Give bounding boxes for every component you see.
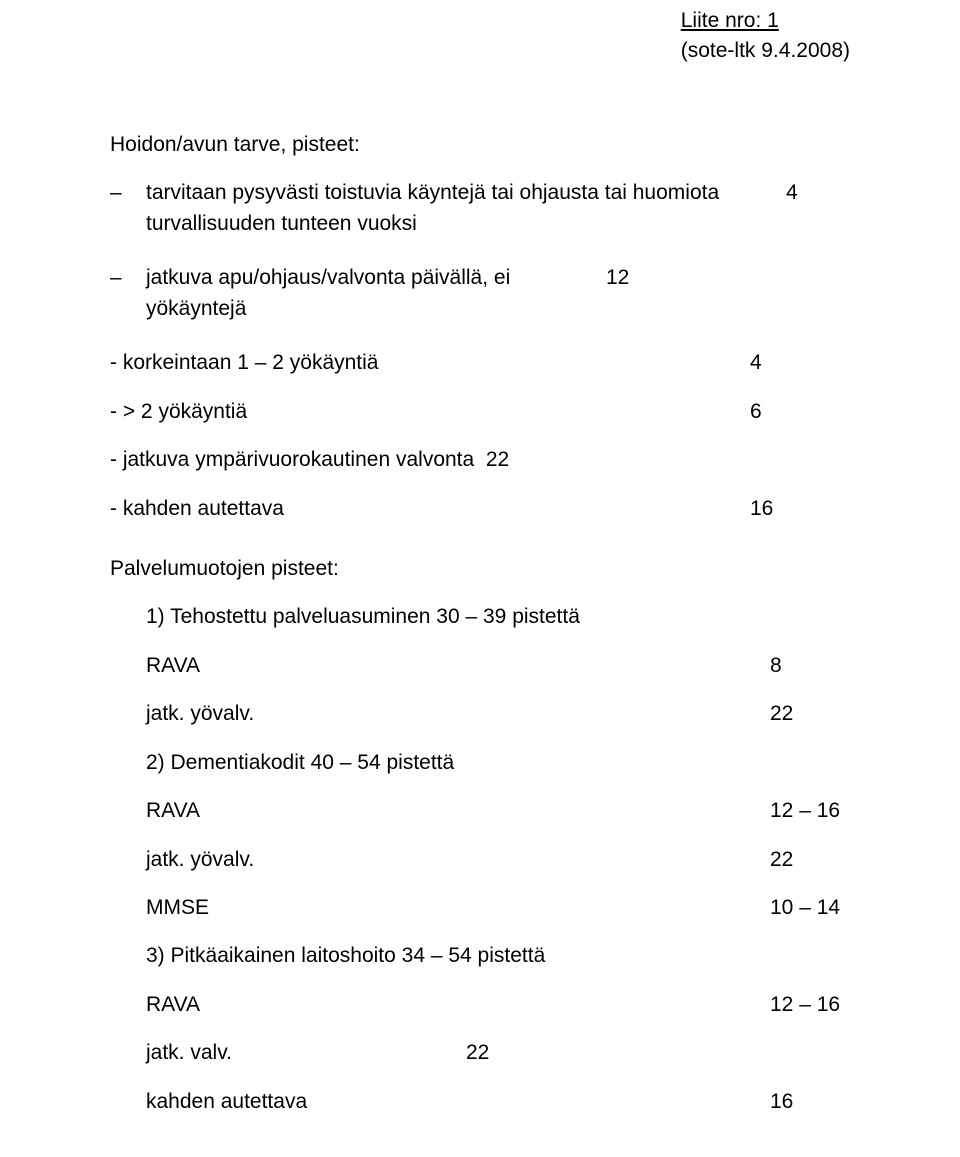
enum3-jatk-value-inline: 22: [466, 1038, 489, 1068]
enum1-rava: RAVA 8: [146, 651, 850, 681]
enum1-jatk: jatk. yövalv. 22: [146, 699, 850, 729]
enum2-rava-value: 12 – 16: [750, 796, 850, 826]
enum2-label: 2) Dementiakodit 40 – 54 pistettä: [146, 748, 850, 778]
enum3-label: 3) Pitkäaikainen laitoshoito 34 – 54 pis…: [146, 941, 850, 971]
header-reference: (sote-ltk 9.4.2008): [681, 36, 850, 66]
sub-item-3: - jatkuva ympärivuorokautinen valvonta 2…: [110, 445, 850, 475]
dash-icon: –: [110, 263, 146, 293]
care-need-item-b: – jatkuva apu/ohjaus/valvonta päivällä, …: [110, 263, 850, 324]
section2-title: Palvelumuotojen pisteet:: [110, 554, 850, 584]
section1-title: Hoidon/avun tarve, pisteet:: [110, 130, 850, 160]
sub-item-2: - > 2 yökäyntiä 6: [110, 397, 850, 427]
item-b-value: 12: [586, 263, 686, 293]
sub3-value-inline: 22: [486, 448, 509, 471]
item-a-text: tarvitaan pysyvästi toistuvia käyntejä t…: [146, 178, 766, 239]
enum3-jatk-label: jatk. valv.: [146, 1038, 466, 1068]
care-need-item-a: – tarvitaan pysyvästi toistuvia käyntejä…: [110, 178, 850, 239]
sub1-label: - korkeintaan 1 – 2 yökäyntiä: [110, 348, 730, 378]
enum3-kahden-value: 16: [750, 1087, 850, 1117]
enum2-jatk-value: 22: [750, 845, 850, 875]
sub-items: - korkeintaan 1 – 2 yökäyntiä 4 - > 2 yö…: [110, 348, 850, 524]
sub2-label: - > 2 yökäyntiä: [110, 397, 730, 427]
sub-item-4: - kahden autettava 16: [110, 494, 850, 524]
enum2-mmse-label: MMSE: [146, 893, 666, 923]
sub2-value: 6: [730, 397, 850, 427]
attachment-number: Liite nro: 1: [681, 6, 850, 36]
sub4-value: 16: [730, 494, 850, 524]
document-page: Liite nro: 1 (sote-ltk 9.4.2008) Hoidon/…: [0, 0, 960, 1157]
sub3-label: - jatkuva ympärivuorokautinen valvonta 2…: [110, 445, 509, 475]
enum3-rava: RAVA 12 – 16: [146, 990, 850, 1020]
enum3-kahden-label: kahden autettava: [146, 1087, 666, 1117]
item-b-text: jatkuva apu/ohjaus/valvonta päivällä, ei…: [146, 263, 566, 324]
sub1-value: 4: [730, 348, 850, 378]
enum1-label: 1) Tehostettu palveluasuminen 30 – 39 pi…: [146, 602, 850, 632]
enum1-rava-label: RAVA: [146, 651, 666, 681]
enum1-jatk-value: 22: [750, 699, 850, 729]
dash-icon: –: [110, 178, 146, 208]
item-a-value: 4: [766, 178, 906, 208]
enum2-jatk-label: jatk. yövalv.: [146, 845, 666, 875]
enum1-jatk-label: jatk. yövalv.: [146, 699, 666, 729]
enum3-rava-value: 12 – 16: [750, 990, 850, 1020]
enum2-mmse-value: 10 – 14: [750, 893, 850, 923]
sub-item-1: - korkeintaan 1 – 2 yökäyntiä 4: [110, 348, 850, 378]
enum3-kahden: kahden autettava 16: [146, 1087, 850, 1117]
enum1-rava-value: 8: [750, 651, 850, 681]
enum2-rava: RAVA 12 – 16: [146, 796, 850, 826]
enum2-jatk: jatk. yövalv. 22: [146, 845, 850, 875]
enum2-rava-label: RAVA: [146, 796, 666, 826]
enum3-jatk: jatk. valv. 22: [146, 1038, 850, 1068]
sub4-label: - kahden autettava: [110, 494, 730, 524]
enum2-mmse: MMSE 10 – 14: [146, 893, 850, 923]
document-header: Liite nro: 1 (sote-ltk 9.4.2008): [681, 6, 850, 67]
enum3-rava-label: RAVA: [146, 990, 666, 1020]
